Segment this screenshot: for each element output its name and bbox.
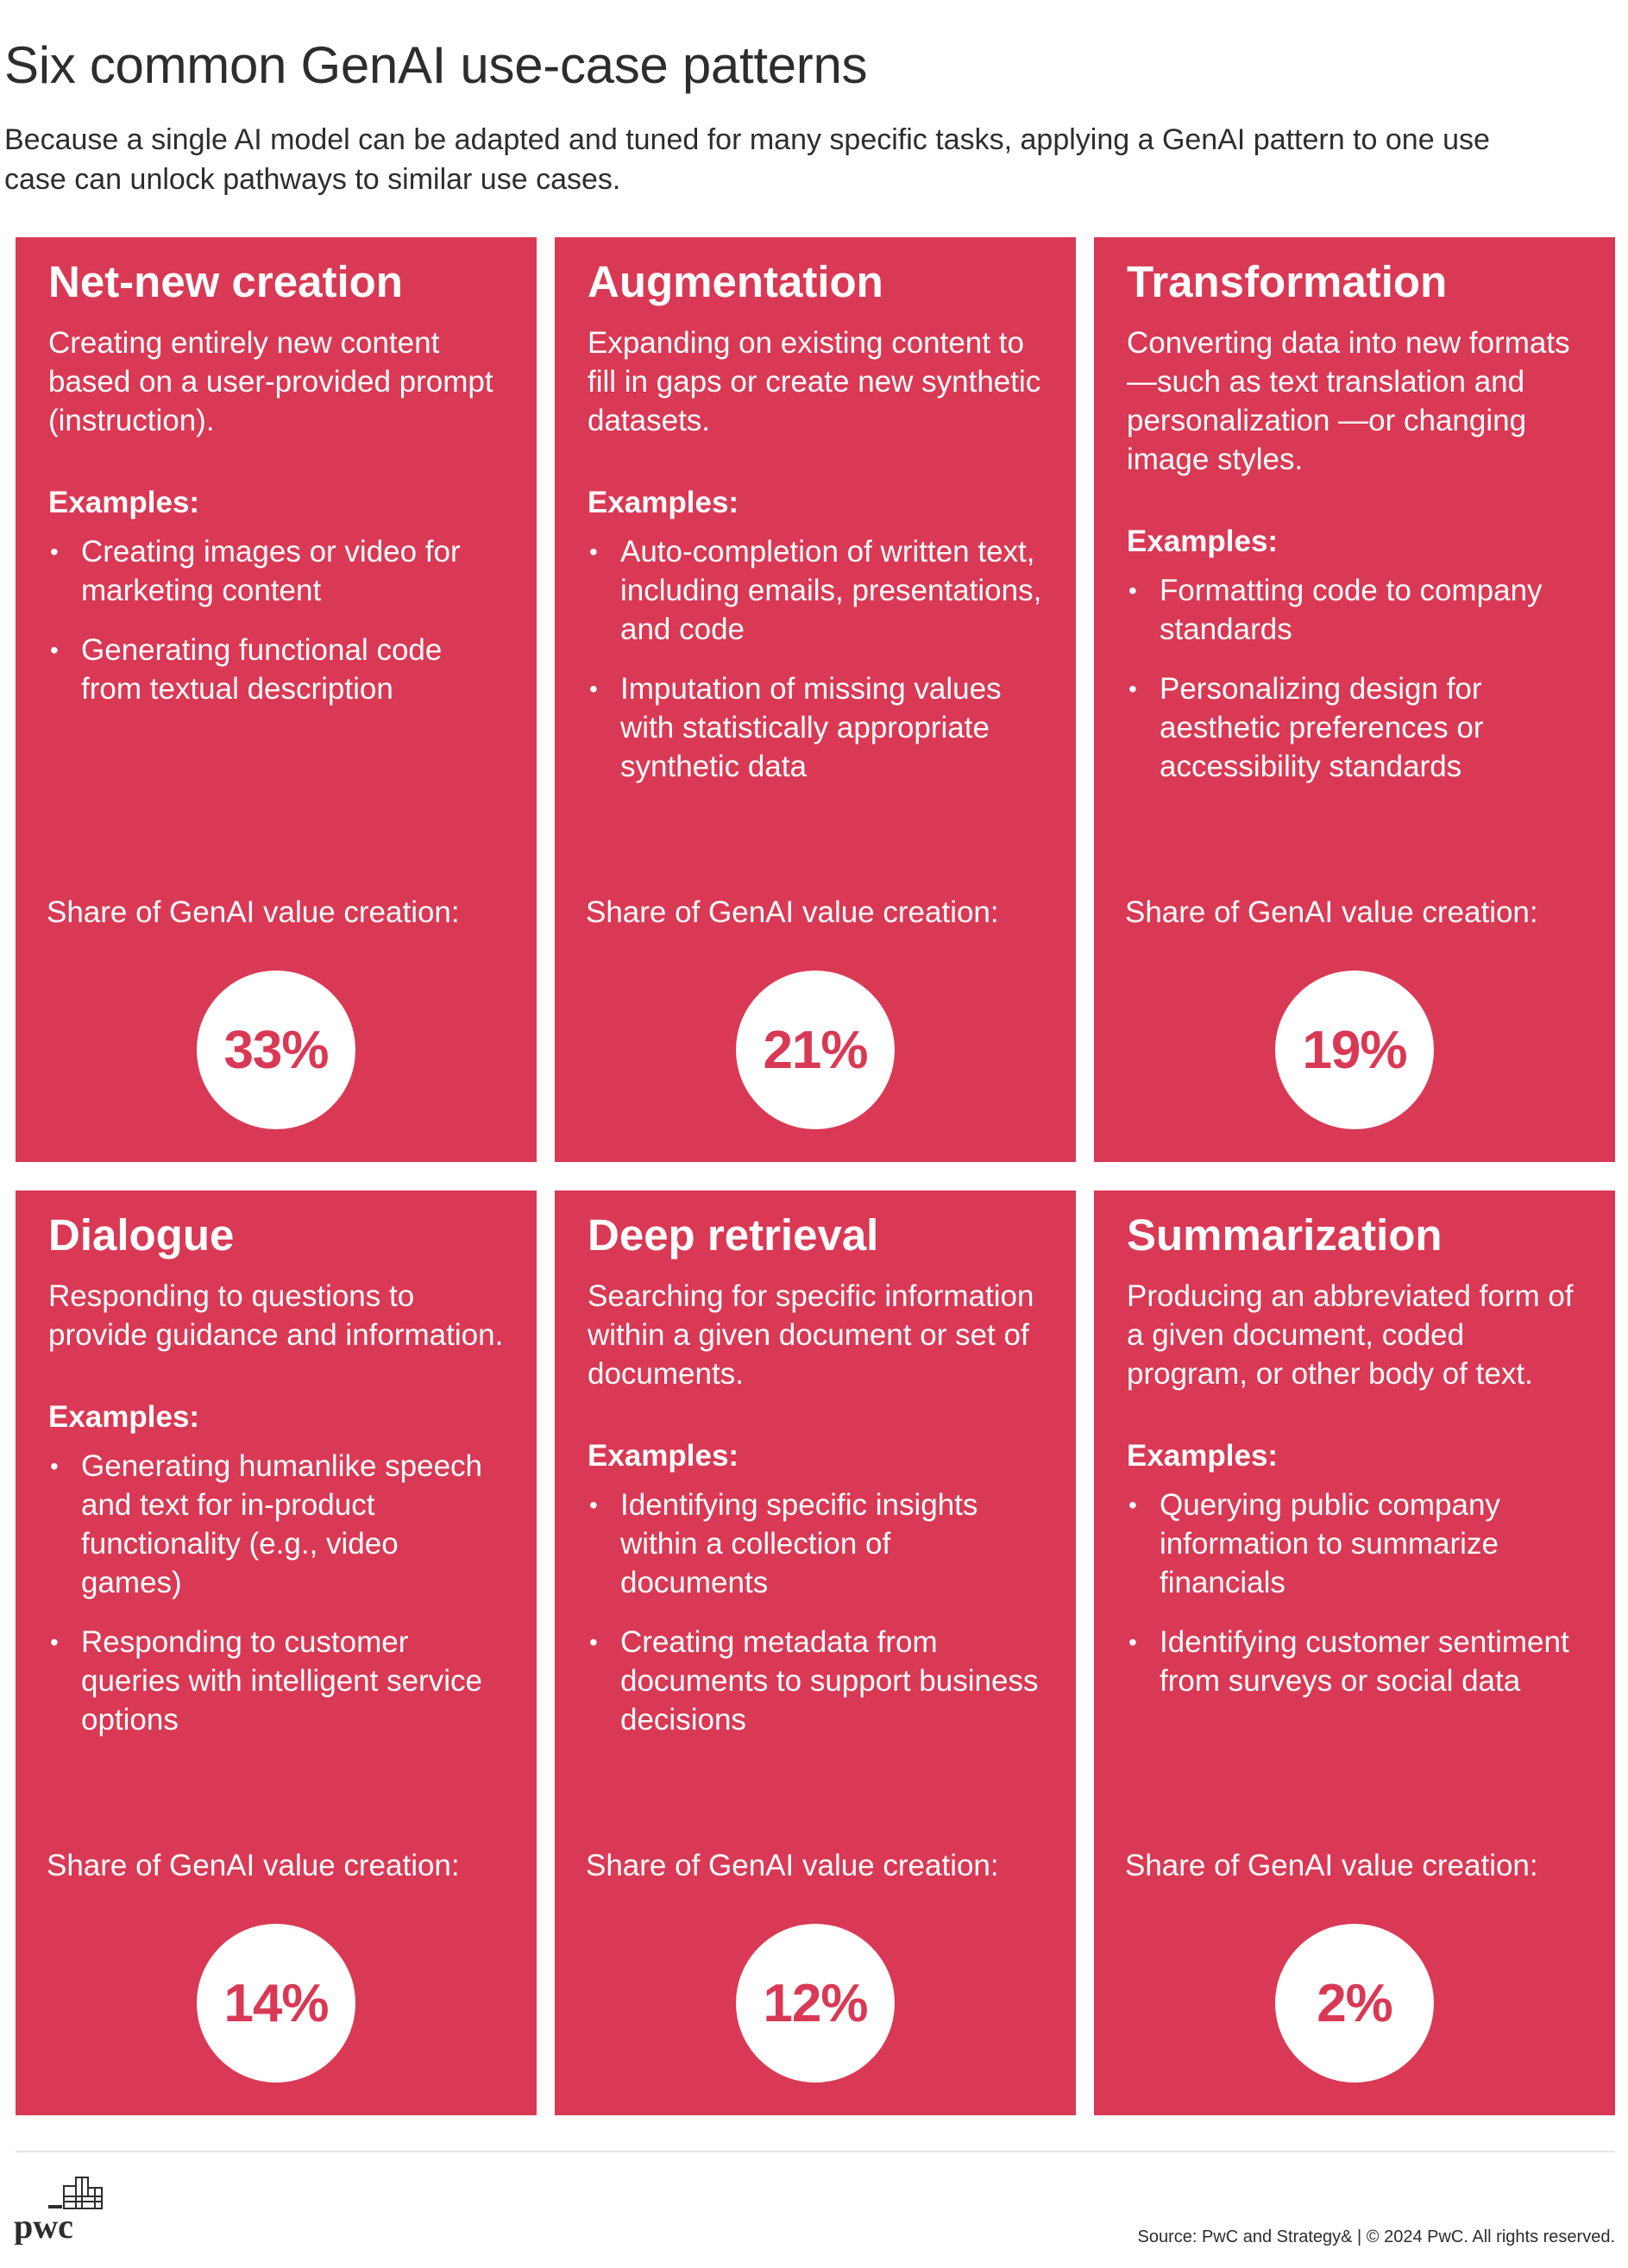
share-label: Share of GenAI value creation: bbox=[1125, 895, 1538, 929]
card-title: Augmentation bbox=[588, 257, 883, 306]
use-case-card: Net-new creation Creating entirely new c… bbox=[16, 237, 537, 1162]
bullet-icon: • bbox=[589, 675, 598, 702]
share-label: Share of GenAI value creation: bbox=[586, 1849, 999, 1882]
example-item: • Identifying customer sentiment from su… bbox=[1127, 1623, 1584, 1700]
example-item: • Imputation of missing values with stat… bbox=[588, 669, 1045, 786]
bullet-icon: • bbox=[1128, 1629, 1137, 1655]
example-list: • Auto-completion of written text, inclu… bbox=[588, 532, 1045, 786]
use-case-card: Dialogue Responding to questions to prov… bbox=[16, 1191, 537, 2115]
share-circle: 12% bbox=[736, 1924, 895, 2083]
page-subtitle: Because a single AI model can be adapted… bbox=[4, 123, 1490, 196]
example-item: • Generating humanlike speech and text f… bbox=[48, 1447, 506, 1602]
card-description: Responding to questions to provide guida… bbox=[48, 1279, 504, 1352]
example-text: Creating metadata from documents to supp… bbox=[620, 1625, 1039, 1737]
example-item: • Querying public company information to… bbox=[1127, 1486, 1584, 1602]
example-item: • Creating images or video for marketing… bbox=[48, 532, 506, 610]
bullet-icon: • bbox=[589, 1629, 598, 1655]
bullet-icon: • bbox=[1128, 675, 1137, 702]
share-percent: 2% bbox=[1317, 1973, 1393, 2033]
use-case-card: Summarization Producing an abbreviated f… bbox=[1094, 1191, 1615, 2115]
pwc-logo-icon: pwc bbox=[10, 2176, 114, 2246]
example-item: • Responding to customer queries with in… bbox=[48, 1623, 506, 1739]
use-case-grid: Net-new creation Creating entirely new c… bbox=[16, 237, 1615, 2118]
share-circle: 33% bbox=[197, 971, 355, 1129]
example-list: • Creating images or video for marketing… bbox=[48, 532, 506, 708]
bullet-icon: • bbox=[50, 637, 59, 663]
page-title: Six common GenAI use-case patterns bbox=[4, 36, 868, 95]
pwc-logo-graphic: pwc bbox=[14, 2177, 103, 2246]
footer-divider bbox=[16, 2151, 1615, 2152]
example-text: Responding to customer queries with inte… bbox=[81, 1625, 482, 1737]
card-description: Searching for specific information withi… bbox=[588, 1279, 1034, 1391]
examples-label: Examples: bbox=[48, 1400, 200, 1434]
example-text: Generating humanlike speech and text for… bbox=[81, 1449, 483, 1599]
bullet-icon: • bbox=[1128, 577, 1137, 604]
example-text: Querying public company information to s… bbox=[1160, 1488, 1500, 1599]
share-circle: 2% bbox=[1275, 1924, 1434, 2083]
example-text: Auto-completion of written text, includi… bbox=[620, 535, 1042, 646]
share-label: Share of GenAI value creation: bbox=[47, 895, 460, 929]
share-percent: 19% bbox=[1302, 1020, 1407, 1080]
source-credit: Source: PwC and Strategy& | © 2024 PwC. … bbox=[1137, 2227, 1615, 2246]
use-case-card: Deep retrieval Searching for specific in… bbox=[555, 1191, 1076, 2115]
example-text: Generating functional code from textual … bbox=[81, 633, 443, 706]
example-item: • Identifying specific insights within a… bbox=[588, 1486, 1045, 1602]
example-text: Formatting code to company standards bbox=[1160, 574, 1543, 646]
example-text: Identifying customer sentiment from surv… bbox=[1160, 1625, 1569, 1698]
examples-label: Examples: bbox=[588, 486, 739, 519]
example-text: Creating images or video for marketing c… bbox=[81, 535, 461, 607]
example-list: • Generating humanlike speech and text f… bbox=[48, 1447, 506, 1739]
example-item: • Formatting code to company standards bbox=[1127, 571, 1584, 649]
card-title: Deep retrieval bbox=[588, 1210, 879, 1260]
share-percent: 14% bbox=[223, 1973, 329, 2033]
example-list: • Identifying specific insights within a… bbox=[588, 1486, 1045, 1739]
example-item: • Personalizing design for aesthetic pre… bbox=[1127, 669, 1584, 786]
bullet-icon: • bbox=[589, 538, 598, 565]
use-case-card: Augmentation Expanding on existing conte… bbox=[555, 237, 1076, 1162]
examples-label: Examples: bbox=[48, 486, 200, 519]
bullet-icon: • bbox=[589, 1492, 598, 1518]
bullet-icon: • bbox=[50, 1629, 59, 1655]
example-text: Imputation of missing values with statis… bbox=[620, 672, 1002, 783]
card-description: Producing an abbreviated form of a given… bbox=[1127, 1279, 1574, 1391]
examples-label: Examples: bbox=[1127, 1439, 1279, 1473]
share-circle: 21% bbox=[736, 971, 895, 1129]
card-description: Expanding on existing content to fill in… bbox=[588, 326, 1041, 437]
svg-text:pwc: pwc bbox=[14, 2207, 73, 2245]
card-description: Converting data into new formats—such as… bbox=[1127, 326, 1570, 476]
share-percent: 12% bbox=[763, 1973, 868, 2033]
example-item: • Auto-completion of written text, inclu… bbox=[588, 532, 1045, 649]
examples-label: Examples: bbox=[588, 1439, 739, 1473]
share-percent: 33% bbox=[223, 1020, 329, 1080]
example-list: • Formatting code to company standards •… bbox=[1127, 571, 1584, 786]
share-circle: 19% bbox=[1275, 971, 1434, 1129]
use-case-card: Transformation Converting data into new … bbox=[1094, 237, 1615, 1162]
share-circle: 14% bbox=[197, 1924, 355, 2083]
example-item: • Creating metadata from documents to su… bbox=[588, 1623, 1045, 1739]
card-title: Summarization bbox=[1127, 1210, 1443, 1260]
example-item: • Generating functional code from textua… bbox=[48, 631, 506, 708]
share-label: Share of GenAI value creation: bbox=[47, 1849, 460, 1882]
example-text: Identifying specific insights within a c… bbox=[620, 1488, 978, 1599]
share-label: Share of GenAI value creation: bbox=[586, 895, 999, 929]
card-title: Net-new creation bbox=[48, 257, 403, 306]
card-title: Dialogue bbox=[48, 1210, 235, 1260]
card-title: Transformation bbox=[1127, 257, 1448, 306]
bullet-icon: • bbox=[1128, 1492, 1137, 1518]
example-list: • Querying public company information to… bbox=[1127, 1486, 1584, 1700]
bullet-icon: • bbox=[50, 1453, 59, 1480]
examples-label: Examples: bbox=[1127, 525, 1279, 558]
share-label: Share of GenAI value creation: bbox=[1125, 1849, 1538, 1882]
share-percent: 21% bbox=[763, 1020, 868, 1080]
example-text: Personalizing design for aesthetic prefe… bbox=[1160, 672, 1484, 783]
bullet-icon: • bbox=[50, 538, 59, 565]
card-description: Creating entirely new content based on a… bbox=[48, 326, 493, 437]
